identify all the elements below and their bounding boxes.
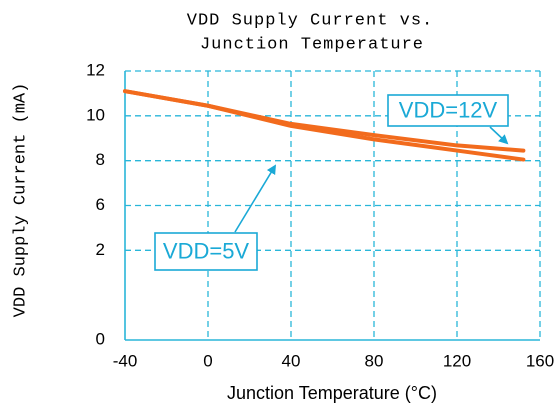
annotation-label: VDD=5V [163, 238, 250, 263]
y-tick-label: 6 [96, 195, 105, 214]
chart-title: VDD Supply Current vs. [187, 11, 433, 30]
x-axis-label: Junction Temperature (°C) [227, 383, 437, 403]
x-tick-label: 80 [365, 351, 384, 370]
annotation-label: VDD=12V [399, 97, 498, 122]
x-tick-label: -40 [113, 351, 138, 370]
chart-title: Junction Temperature [200, 35, 424, 54]
annotation-arrow [489, 126, 509, 145]
annotation-box [154, 232, 258, 271]
y-tick-label: 0 [96, 329, 105, 348]
x-tick-label: 160 [526, 351, 554, 370]
series-line [123, 89, 526, 153]
y-axis-label: VDD Supply Current (mA) [11, 83, 30, 318]
y-tick-label: 10 [86, 105, 105, 124]
annotation-arrow [234, 164, 276, 233]
x-tick-label: 0 [203, 351, 212, 370]
y-tick-label: 2 [96, 240, 105, 259]
x-tick-label: 120 [443, 351, 471, 370]
x-tick-label: 40 [282, 351, 301, 370]
y-tick-label: 8 [96, 150, 105, 169]
annotation-box [387, 94, 509, 127]
y-tick-label: 12 [86, 60, 105, 79]
